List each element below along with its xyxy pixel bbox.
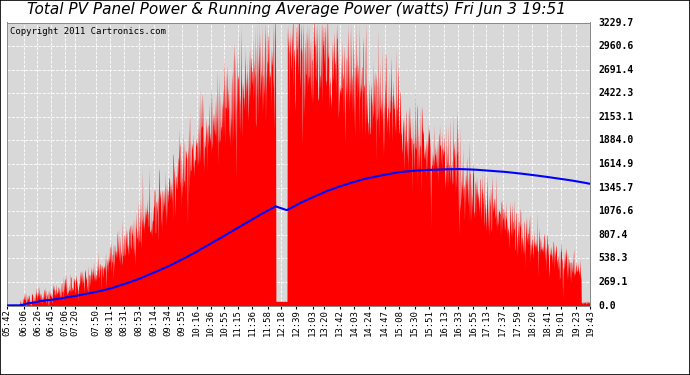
Text: 3229.7: 3229.7 [598,18,633,27]
Text: 0.0: 0.0 [598,301,616,310]
Text: 1614.9: 1614.9 [598,159,633,169]
Text: 2960.6: 2960.6 [598,41,633,51]
Text: Total PV Panel Power & Running Average Power (watts) Fri Jun 3 19:51: Total PV Panel Power & Running Average P… [27,2,566,17]
Text: 2422.3: 2422.3 [598,88,633,98]
Text: 1884.0: 1884.0 [598,135,633,146]
Text: 538.3: 538.3 [598,254,628,263]
Text: 1345.7: 1345.7 [598,183,633,193]
Text: 2153.1: 2153.1 [598,112,633,122]
Text: Copyright 2011 Cartronics.com: Copyright 2011 Cartronics.com [10,27,166,36]
Text: 1076.6: 1076.6 [598,206,633,216]
Text: 2691.4: 2691.4 [598,65,633,75]
Text: 807.4: 807.4 [598,230,628,240]
Text: 269.1: 269.1 [598,277,628,287]
